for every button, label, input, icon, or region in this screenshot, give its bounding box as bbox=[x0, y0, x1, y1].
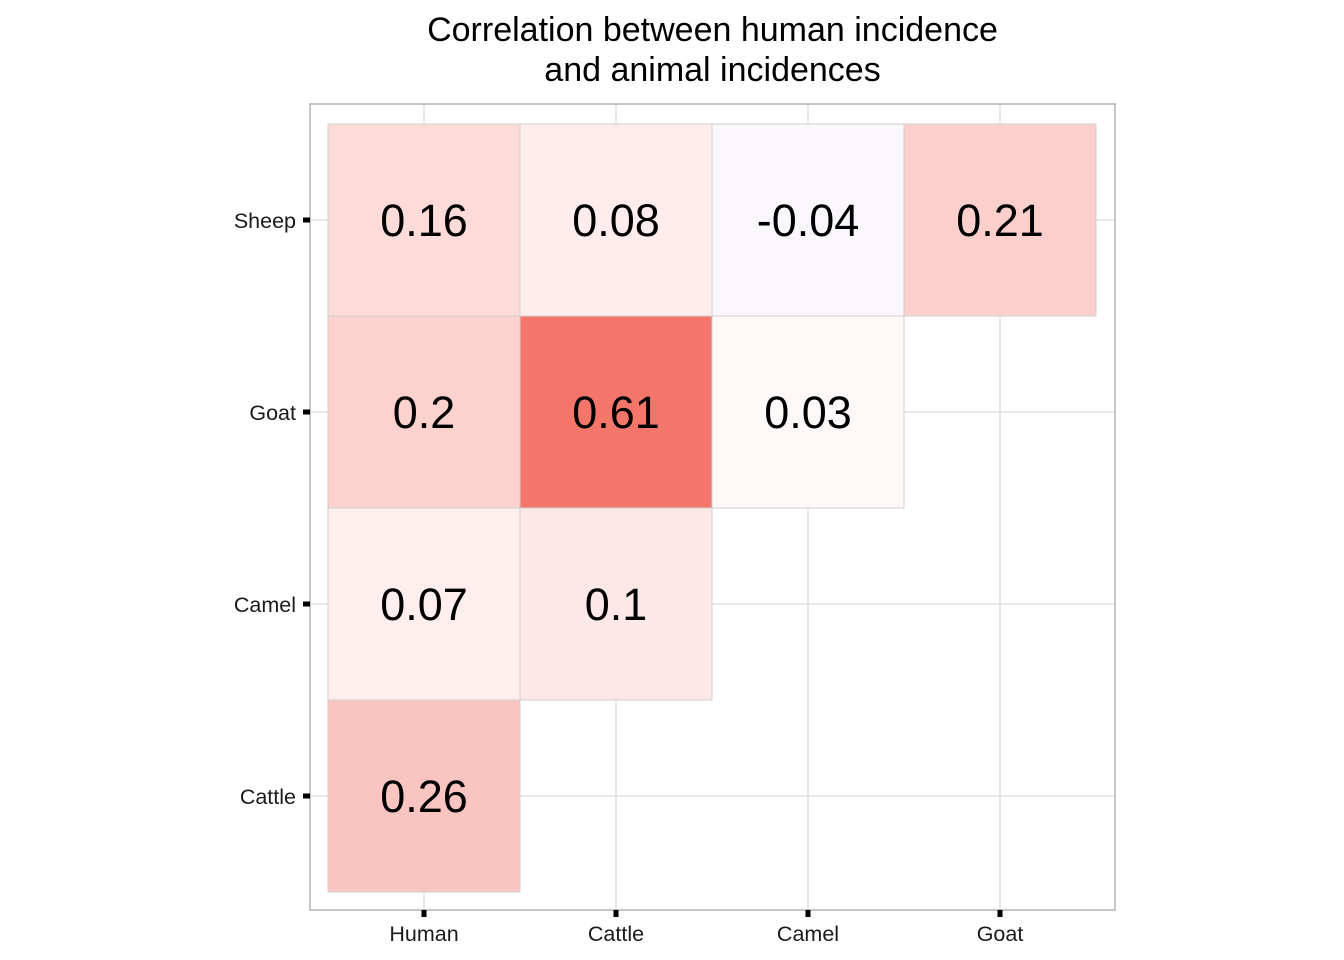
cell-label-goat-sheep: 0.21 bbox=[956, 195, 1044, 246]
cell-human-sheep bbox=[327, 123, 521, 317]
cell-human-cattle bbox=[327, 699, 521, 893]
cell-camel-sheep bbox=[711, 123, 905, 317]
cell-label-cattle-goat: 0.61 bbox=[572, 387, 660, 438]
cell-cattle-camel bbox=[519, 507, 713, 701]
chart-title-line-1: Correlation between human incidence bbox=[427, 11, 998, 49]
cell-cattle-sheep bbox=[519, 123, 713, 317]
y-tick-label-sheep: Sheep bbox=[234, 209, 296, 233]
y-tick-label-goat: Goat bbox=[249, 401, 296, 425]
y-tick-label-camel: Camel bbox=[234, 593, 296, 617]
x-tick-label-human: Human bbox=[389, 922, 458, 946]
y-tick-label-cattle: Cattle bbox=[240, 785, 296, 809]
x-tick-label-goat: Goat bbox=[977, 922, 1024, 946]
cell-label-cattle-sheep: 0.08 bbox=[572, 195, 660, 246]
panel-border bbox=[309, 103, 1116, 911]
cell-label-human-goat: 0.2 bbox=[393, 387, 456, 438]
cell-label-human-sheep: 0.16 bbox=[380, 195, 468, 246]
cell-label-human-camel: 0.07 bbox=[380, 579, 468, 630]
cell-label-cattle-camel: 0.1 bbox=[585, 579, 648, 630]
cell-goat-sheep bbox=[903, 123, 1097, 317]
chart-title-line-2: and animal incidences bbox=[544, 51, 881, 89]
cell-camel-goat bbox=[711, 315, 905, 509]
cell-human-goat bbox=[327, 315, 521, 509]
x-tick-label-camel: Camel bbox=[777, 922, 839, 946]
cell-label-camel-sheep: -0.04 bbox=[757, 195, 860, 246]
cell-label-human-cattle: 0.26 bbox=[380, 771, 468, 822]
cell-human-camel bbox=[327, 507, 521, 701]
cell-label-camel-goat: 0.03 bbox=[764, 387, 852, 438]
x-tick-label-cattle: Cattle bbox=[588, 922, 644, 946]
